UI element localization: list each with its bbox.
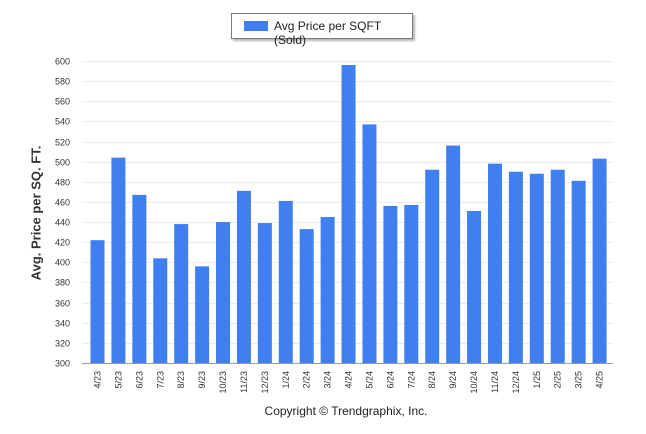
x-tick-label: 9/24 — [448, 371, 458, 389]
x-tick-label: 4/24 — [344, 371, 354, 389]
bar-10-23 — [216, 222, 231, 363]
y-tick-label: 600 — [55, 57, 70, 67]
x-tick-label: 4/23 — [93, 371, 103, 389]
bar-10-24 — [467, 210, 482, 363]
bar-6-24 — [383, 205, 398, 363]
x-tick-label: 7/24 — [406, 371, 416, 389]
x-tick-label: 12/24 — [511, 371, 521, 394]
bar-4-24 — [341, 65, 356, 363]
x-tick-label: 5/23 — [113, 371, 123, 389]
bar-7-23 — [153, 258, 168, 363]
x-tick-label: 3/25 — [574, 371, 584, 389]
x-tick-label: 11/24 — [490, 371, 500, 393]
y-tick-label: 340 — [55, 319, 70, 329]
bar-5-23 — [111, 157, 126, 363]
y-tick-label: 580 — [55, 77, 70, 87]
x-tick-label: 2/25 — [553, 371, 563, 389]
x-tick-label: 9/23 — [197, 371, 207, 389]
y-axis-label: Avg. Price per SQ. FT. — [28, 145, 44, 281]
bar-11-24 — [487, 163, 502, 363]
bar-3-25 — [571, 180, 586, 363]
bar-6-23 — [132, 194, 147, 363]
legend: Avg Price per SQFT (Sold) — [231, 13, 413, 47]
x-tick-label: 2/24 — [302, 371, 312, 389]
y-tick-label: 360 — [55, 299, 70, 309]
bar-8-23 — [174, 224, 189, 363]
x-tick-label: 10/23 — [218, 371, 228, 394]
x-tick-label: 11/23 — [239, 371, 249, 393]
x-tick-label: 7/23 — [155, 371, 165, 389]
y-tick-label: 560 — [55, 97, 70, 107]
x-tick-label: 12/23 — [260, 371, 270, 394]
y-tick-label: 460 — [55, 198, 70, 208]
y-tick-label: 400 — [55, 258, 70, 268]
bar-3-24 — [320, 217, 335, 363]
x-tick-label: 5/24 — [364, 371, 374, 389]
x-tick-label: 6/23 — [134, 371, 144, 389]
y-tick-label: 420 — [55, 238, 70, 248]
bar-9-23 — [195, 266, 210, 363]
bar-4-25 — [592, 158, 607, 363]
x-tick-label: 8/24 — [427, 371, 437, 389]
bar-1-24 — [278, 200, 293, 363]
bar-4-23 — [90, 240, 105, 363]
bars — [90, 65, 607, 363]
bar-7-24 — [404, 204, 419, 363]
bar-11-23 — [236, 190, 251, 363]
y-tick-label: 520 — [55, 138, 70, 148]
y-tick-label: 380 — [55, 278, 70, 288]
x-axis-ticks: 4/23 5/23 6/23 7/23 8/23 9/23 10/23 11/23 12/23 1… — [93, 371, 605, 394]
bar-9-24 — [446, 145, 461, 363]
bar-5-24 — [362, 124, 377, 363]
x-tick-label: 1/24 — [281, 371, 291, 389]
x-tick-label: 8/23 — [176, 371, 186, 389]
bar-12-24 — [508, 171, 523, 363]
y-tick-label: 540 — [55, 117, 70, 127]
y-tick-label: 440 — [55, 218, 70, 228]
bar-2-24 — [299, 229, 314, 363]
legend-label: Avg Price per SQFT (Sold) — [274, 19, 381, 47]
copyright-text: Copyright © Trendgraphix, Inc. — [264, 404, 428, 418]
y-tick-label: 320 — [55, 339, 70, 349]
bar-12-23 — [257, 223, 272, 363]
bar-8-24 — [425, 169, 440, 363]
x-tick-label: 10/24 — [469, 371, 479, 394]
x-tick-label: 3/24 — [323, 371, 333, 389]
bar-2-25 — [550, 169, 565, 363]
y-axis-ticks: 300 320 340 360 380 400 420 440 460 480 500 520 540 5… — [55, 57, 70, 369]
bar-1-25 — [529, 173, 544, 363]
x-tick-label: 4/25 — [595, 371, 605, 389]
y-tick-label: 480 — [55, 178, 70, 188]
x-tick-label: 1/25 — [532, 371, 542, 389]
y-tick-label: 500 — [55, 158, 70, 168]
legend-swatch — [244, 21, 268, 31]
y-tick-label: 300 — [55, 359, 70, 369]
x-tick-label: 6/24 — [385, 371, 395, 389]
